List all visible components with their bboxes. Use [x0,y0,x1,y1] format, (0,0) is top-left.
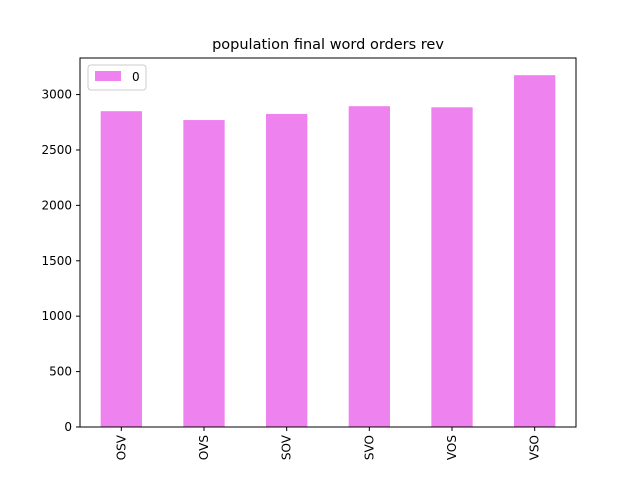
legend-swatch [95,71,121,81]
legend-label: 0 [132,70,140,84]
y-tick-label-5: 2500 [41,143,72,157]
x-tick-label-svo: SVO [362,435,376,460]
x-tick-label-ovs: OVS [197,435,211,460]
x-tick-label-sov: SOV [280,434,294,460]
y-tick-label-3: 1500 [41,254,72,268]
bar-osv [100,111,142,428]
legend: 0 [87,64,147,91]
y-tick-label-4: 2000 [41,198,72,212]
bar-ovs [183,120,225,428]
x-axis: OSV OVS SOV SVO VOS VSO [114,427,542,460]
bar-svo [348,106,390,428]
bar-sov [266,113,308,427]
chart-title: population final word orders rev [212,37,444,53]
y-tick-label-0: 0 [64,420,72,434]
bar-vos [431,107,473,427]
x-tick-label-vso: VSO [528,435,542,460]
y-tick-label-6: 3000 [41,88,72,102]
bar-series [100,75,556,428]
bar-vso [514,75,556,428]
x-tick-label-osv: OSV [114,434,128,460]
y-axis: 0 500 1000 1500 2000 2500 3000 [41,88,80,434]
x-tick-label-vos: VOS [445,435,459,460]
y-tick-label-2: 1000 [41,309,72,323]
plot-frame [79,57,577,428]
y-tick-label-1: 500 [49,365,72,379]
